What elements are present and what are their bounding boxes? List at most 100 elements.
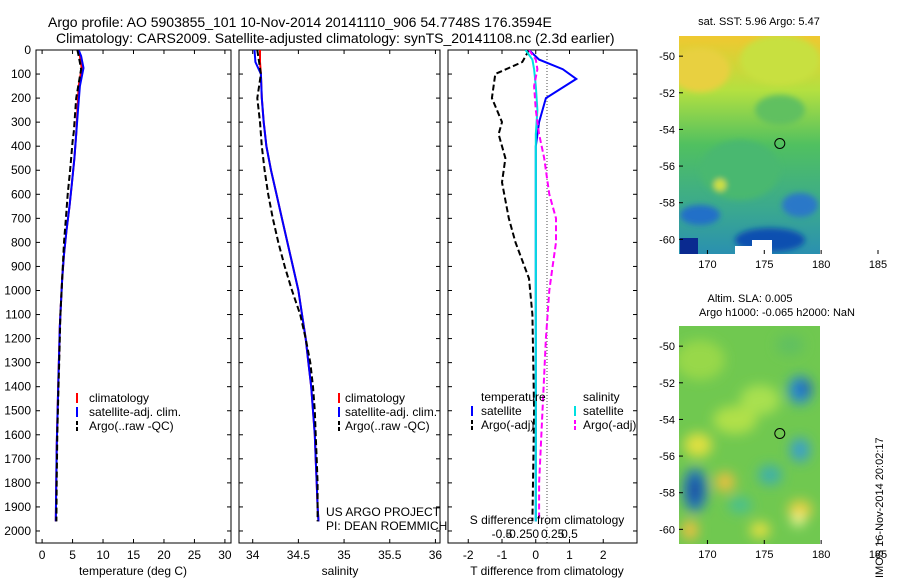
series-s-argo-adj- [528, 50, 557, 522]
map-y-tick-label: -58 [659, 488, 675, 500]
y-tick-label: 100 [11, 67, 31, 81]
x-tick-label: 34.5 [287, 548, 311, 562]
legend-title-temperature: temperature [481, 390, 546, 404]
map-x-tick-label: 170 [698, 549, 716, 561]
map-x-tick-label: 175 [755, 259, 773, 271]
x2-tick-label: 0.5 [561, 527, 578, 541]
legend-label-s-argo: Argo(-adj) [583, 418, 636, 432]
y-tick-label: 1700 [4, 452, 31, 466]
x-tick-label: 34 [246, 548, 260, 562]
pi-annotation-line2: PI: DEAN ROEMMICH [326, 519, 447, 533]
y-tick-label: 200 [11, 91, 31, 105]
series-s-satellite [524, 50, 539, 522]
sla-map-title-line2: Argo h1000: -0.065 h2000: NaN [699, 307, 855, 319]
difference-series [490, 50, 579, 522]
series-t-argo-adj- [490, 50, 536, 522]
y-tick-label: 1900 [4, 500, 31, 514]
y-tick-label: 1000 [4, 283, 31, 297]
x-tick-label: 20 [157, 548, 171, 562]
x-tick-label: 15 [127, 548, 141, 562]
difference-x-ticks: -2 -1 0 1 2 [463, 50, 607, 562]
sst-map-title: sat. SST: 5.96 Argo: 5.47 [698, 16, 820, 28]
sst-map-image [679, 36, 820, 254]
x-tick-label: 35.5 [378, 548, 402, 562]
difference-xlabel: T difference from climatology [470, 564, 624, 578]
y-tick-label: 600 [11, 187, 31, 201]
salinity-y-ticks [239, 49, 440, 532]
y-tick-label: 2000 [4, 524, 31, 538]
x-tick-label: -1 [497, 548, 508, 562]
legend-title-salinity: salinity [583, 390, 620, 404]
legend-label-t-argo: Argo(-adj) [481, 418, 534, 432]
map-x-tick-label: 185 [869, 549, 887, 561]
figure-title-line2: Climatology: CARS2009. Satellite-adjuste… [56, 30, 614, 46]
y-tick-label: 800 [11, 235, 31, 249]
map-y-tick-label: -60 [659, 234, 675, 246]
imos-timestamp: IMOS 16-Nov-2014 20:02:17 [874, 437, 886, 578]
sst-map-panel: sat. SST: 5.96 Argo: 5.47 -50 -52 -54 -56 -5… [659, 16, 887, 271]
map-x-tick-label: 180 [812, 259, 830, 271]
salinity-panel: 34 34.5 35 35.5 36 salinity climatology sate… [238, 49, 447, 578]
temperature-xlabel: temperature (deg C) [79, 564, 187, 578]
map-y-tick-label: -58 [659, 198, 675, 210]
pi-annotation-line1: US ARGO PROJECT [326, 505, 441, 519]
map-x-tick-label: 180 [812, 549, 830, 561]
map-y-tick-label: -54 [659, 124, 675, 136]
x-tick-label: 36 [429, 548, 443, 562]
difference-x2label: S difference from climatology [470, 513, 625, 527]
legend-label-climatology: climatology [89, 391, 149, 405]
x-tick-label: 2 [600, 548, 607, 562]
salinity-series [253, 50, 320, 522]
legend-label-t-satellite: satellite [481, 404, 522, 418]
y-tick-label: 1100 [5, 308, 31, 322]
x2-tick-label: -0.5 [492, 527, 513, 541]
salinity-x-ticks: 34 34.5 35 35.5 36 [246, 50, 442, 562]
temperature-x-ticks: 0 5 10 15 20 25 30 [39, 50, 232, 562]
temperature-axes-box [35, 49, 232, 544]
map-y-tick-label: -60 [659, 524, 675, 536]
series-satellite-adj-clim- [253, 50, 320, 522]
salinity-xlabel: salinity [322, 564, 359, 578]
x-tick-label: 1 [566, 548, 573, 562]
difference-panel: -2 -1 0 1 2 -0.5-0.25 0 0.250.5 T difference f… [447, 49, 638, 578]
series-argo-raw-qc- [55, 50, 83, 522]
difference-x2-ticks: -0.5-0.25 0 0.250.5 [492, 527, 579, 541]
x-tick-label: 35 [337, 548, 351, 562]
legend-label-satellite: satellite-adj. clim. [345, 405, 437, 419]
legend-label-climatology: climatology [345, 391, 405, 405]
sla-map-panel: Altim. SLA: 0.005 Argo h1000: -0.065 h20… [659, 293, 887, 561]
y-tick-label: 700 [11, 211, 31, 225]
figure-title-line1: Argo profile: AO 5903855_101 10-Nov-2014… [48, 14, 552, 30]
legend-label-argo: Argo(..raw -QC) [89, 419, 174, 433]
map-x-tick-label: 185 [869, 259, 887, 271]
legend-label-argo: Argo(..raw -QC) [345, 419, 430, 433]
temperature-y-ticks: 0 100 200 300 400 500 600 700 800 900 1000 1100 1200… [4, 43, 231, 538]
x2-tick-label: 0 [532, 527, 539, 541]
x-tick-label: 30 [218, 548, 232, 562]
x-tick-label: 10 [96, 548, 110, 562]
map-x-tick-label: 170 [698, 259, 716, 271]
argo-location-marker [774, 138, 786, 149]
legend-label-s-satellite: satellite [583, 404, 624, 418]
y-tick-label: 1300 [4, 356, 31, 370]
salinity-axes-box [238, 49, 441, 544]
map-y-tick-label: -52 [659, 88, 675, 100]
y-tick-label: 1800 [4, 476, 31, 490]
salinity-legend: climatology satellite-adj. clim. Argo(..… [338, 391, 437, 433]
sla-map-ticks: -50 -52 -54 -56 -58 -60 170 175 180 185 [659, 341, 887, 561]
y-tick-label: 400 [11, 139, 31, 153]
temperature-legend: climatology satellite-adj. clim. Argo(..… [76, 391, 181, 433]
x2-tick-label: -0.25 [505, 527, 533, 541]
y-tick-label: 0 [24, 43, 31, 57]
map-x-tick-label: 175 [755, 549, 773, 561]
map-y-tick-label: -56 [659, 161, 675, 173]
difference-y-ticks [448, 49, 637, 532]
difference-legend: temperature salinity satellite Argo(-adj… [471, 390, 636, 432]
map-y-tick-label: -52 [659, 378, 675, 390]
x-tick-label: 0 [532, 548, 539, 562]
map-y-tick-label: -50 [659, 341, 675, 353]
map-y-tick-label: -50 [659, 51, 675, 63]
temperature-series [54, 50, 85, 522]
y-tick-label: 1500 [4, 404, 31, 418]
